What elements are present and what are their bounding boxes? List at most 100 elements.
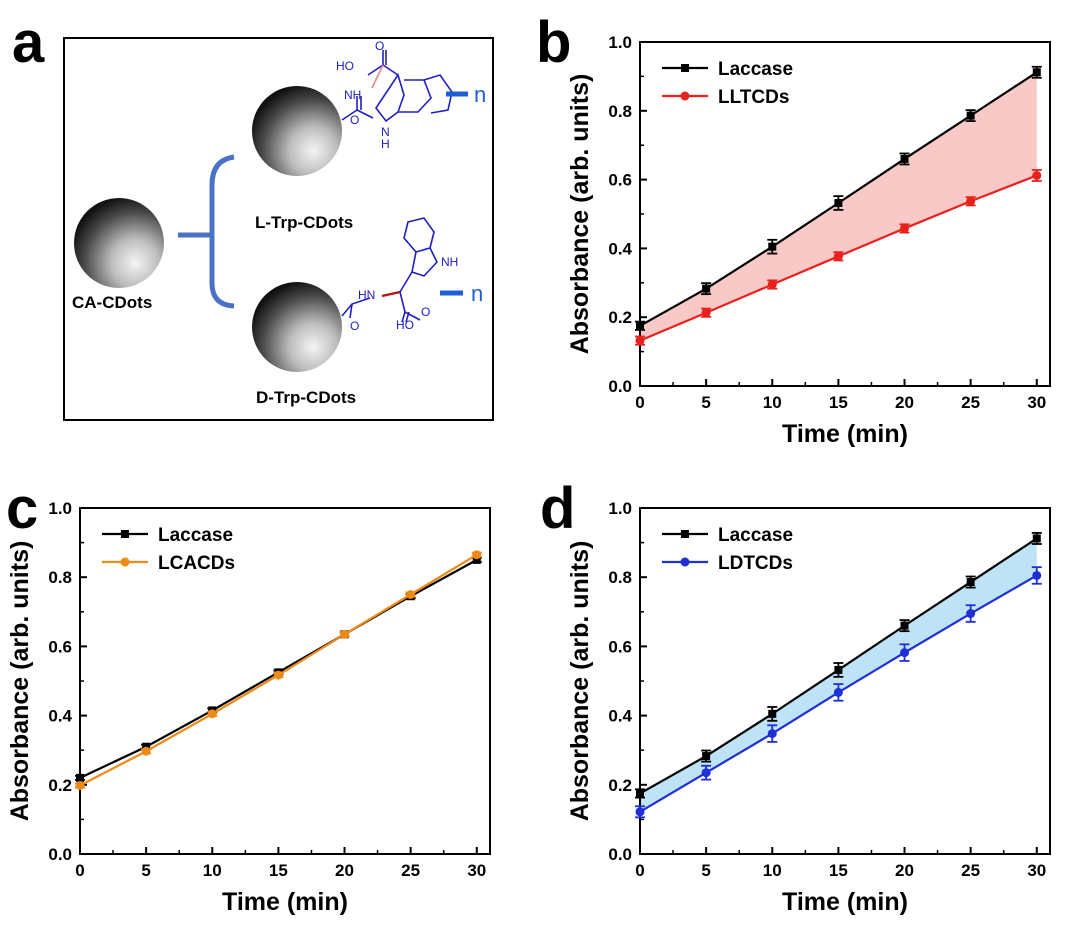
d-trp-cdots-sphere [252,282,342,372]
panel-c: c 0 5 10 15 20 25 30 0.0 0.2 0.4 0.6 0.8 1.0 Time (min… [6,476,491,916]
y-tick-label: 0.0 [608,377,632,396]
d-trp-nh: NH [441,255,458,269]
data-point [767,729,777,739]
y-tick-label: 0.2 [608,308,632,327]
x-tick-label: 25 [961,861,980,880]
x-tick-label: 20 [895,861,914,880]
data-point [340,629,350,639]
l-trp-ring-n: N [381,125,390,139]
legend-marker [681,530,689,538]
panel-b-letter: b [536,10,571,75]
y-tick-label: 0.6 [608,171,632,190]
x-tick-label: 30 [1027,393,1046,412]
data-point [635,807,645,817]
data-point [635,336,645,346]
data-point [702,752,711,761]
x-tick-label: 30 [1027,861,1046,880]
panel-d: d 0 5 10 15 20 25 30 0.0 0.2 0.4 0.6 0.8 1.0 Time (min… [540,476,1051,916]
legend-label: LLTCDs [718,87,789,108]
data-point [900,621,909,630]
ca-cdots-label: CA-CDots [72,293,152,312]
y-tick-label: 0.2 [608,776,632,795]
data-point [472,555,481,564]
x-tick-label: 15 [269,861,288,880]
legend-label: Laccase [158,525,233,546]
data-point [1032,68,1041,77]
x-axis-title: Time (min) [782,420,908,448]
data-point [636,321,644,330]
series-lcacds [75,550,482,790]
data-point [900,648,910,658]
x-tick-label: 15 [829,393,848,412]
y-tick-label: 0.6 [48,637,72,656]
x-tick-label: 0 [635,861,644,880]
d-trp-o-acid: O [421,305,430,319]
series-laccase [75,555,482,782]
legend-marker [681,64,689,72]
x-tick-label: 10 [203,861,222,880]
x-tick-label: 10 [763,393,782,412]
data-point [833,687,843,697]
x-tick-label: 5 [141,861,150,880]
data-point [768,242,777,251]
data-point [701,308,711,318]
legend-marker [680,557,690,567]
ca-cdots-sphere [74,198,164,288]
panel-c-letter: c [6,476,38,541]
data-point [701,768,711,778]
data-point [966,578,975,587]
panel-b: b 0 5 10 15 20 25 30 0.0 0.2 0.4 0.6 0.8 1.0 Time (min… [536,10,1051,448]
y-tick-label: 0.0 [48,845,72,864]
legend-marker [120,557,130,567]
legend: Laccase LLTCDs [662,59,793,108]
l-trp-ring-h: H [381,137,390,151]
data-point [966,111,975,120]
legend: Laccase LCACDs [102,525,235,574]
d-trp-n: n [471,281,483,306]
legend-label: Laccase [718,59,793,80]
x-tick-label: 5 [701,393,710,412]
l-trp-ho: HO [336,59,354,73]
panel-d-letter: d [540,476,575,541]
x-tick-label: 10 [763,861,782,880]
d-trp-o-amide: O [350,319,359,333]
l-trp-structure [341,50,453,123]
y-tick-label: 0.8 [48,568,72,587]
legend-marker [680,91,690,101]
x-tick-label: 25 [961,393,980,412]
legend: Laccase LDTCDs [662,525,793,574]
data-point [834,198,843,207]
d-trp-ho: HO [396,318,414,332]
data-point [966,196,976,206]
l-trp-n: n [474,82,486,107]
data-point [900,223,910,233]
y-tick-label: 1.0 [608,33,632,52]
series-lltcds [635,169,1042,346]
legend-label: LCACDs [158,553,235,574]
legend-label: LDTCDs [718,553,793,574]
series-laccase [635,65,1042,331]
x-tick-label: 0 [75,861,84,880]
data-point [273,670,283,680]
data-point [966,609,976,619]
data-point [141,746,151,756]
y-tick-label: 0.4 [608,239,632,258]
branch-bracket [178,154,235,309]
y-tick-label: 1.0 [48,499,72,518]
l-trp-nh: NH [344,88,361,102]
series-laccase [635,532,1042,799]
l-trp-cdots-sphere [252,86,342,176]
data-point [768,709,777,718]
d-trp-cdots-label: D-Trp-CDots [256,388,356,407]
y-tick-label: 1.0 [608,499,632,518]
data-point [702,284,711,293]
data-point [900,154,909,163]
y-tick-label: 0.2 [48,776,72,795]
legend-label: Laccase [718,525,793,546]
data-point [833,251,843,261]
d-trp-structure [341,217,438,323]
y-axis-title: Absorbance (arb. units) [566,74,594,355]
x-tick-label: 20 [335,861,354,880]
d-trp-hn: HN [358,288,375,302]
